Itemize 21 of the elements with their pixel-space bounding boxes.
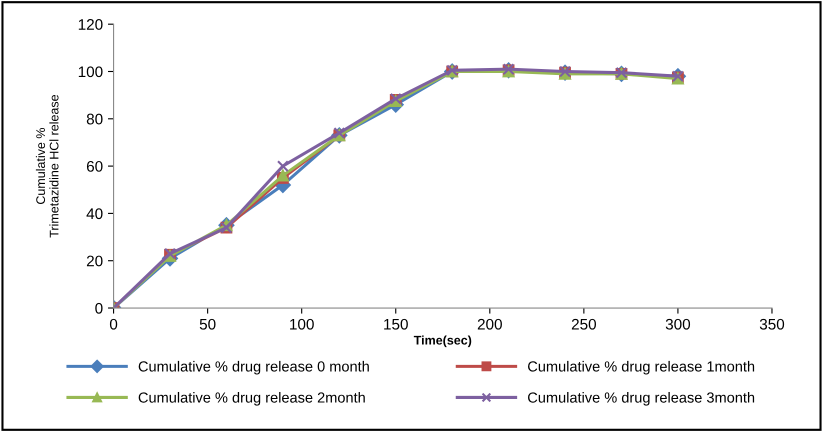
y-tick-label: 20 xyxy=(86,256,103,266)
y-tick-label: 60 xyxy=(86,160,103,172)
x-tick-label: 300 xyxy=(666,318,690,330)
x-tick-label: 350 xyxy=(760,318,784,330)
legend-label: Cumulative % drug release 1month xyxy=(528,360,754,374)
y-tick-label: 120 xyxy=(78,19,103,30)
y-tick-label: 100 xyxy=(78,66,103,78)
y-tick-label: 0 xyxy=(95,302,103,314)
legend-label: Cumulative % drug release 0 month xyxy=(138,360,369,374)
y-tick-label: 80 xyxy=(86,114,103,124)
x-axis-title: Time(sec) xyxy=(414,335,472,348)
x-tick-label: 50 xyxy=(200,318,216,330)
x-tick-label: 200 xyxy=(478,318,502,330)
x-tick-label: 0 xyxy=(110,318,118,330)
legend-label: Cumulative % drug release 3month xyxy=(528,392,754,406)
legend-label: Cumulative % drug release 2month xyxy=(138,392,365,406)
y-tick-label: 40 xyxy=(86,208,103,220)
x-tick-label: 250 xyxy=(572,318,596,330)
x-tick-label: 100 xyxy=(290,318,314,330)
x-tick-label: 150 xyxy=(384,318,408,330)
y-axis-title: Cumulative % Trimetazidine HCl release xyxy=(36,94,59,238)
